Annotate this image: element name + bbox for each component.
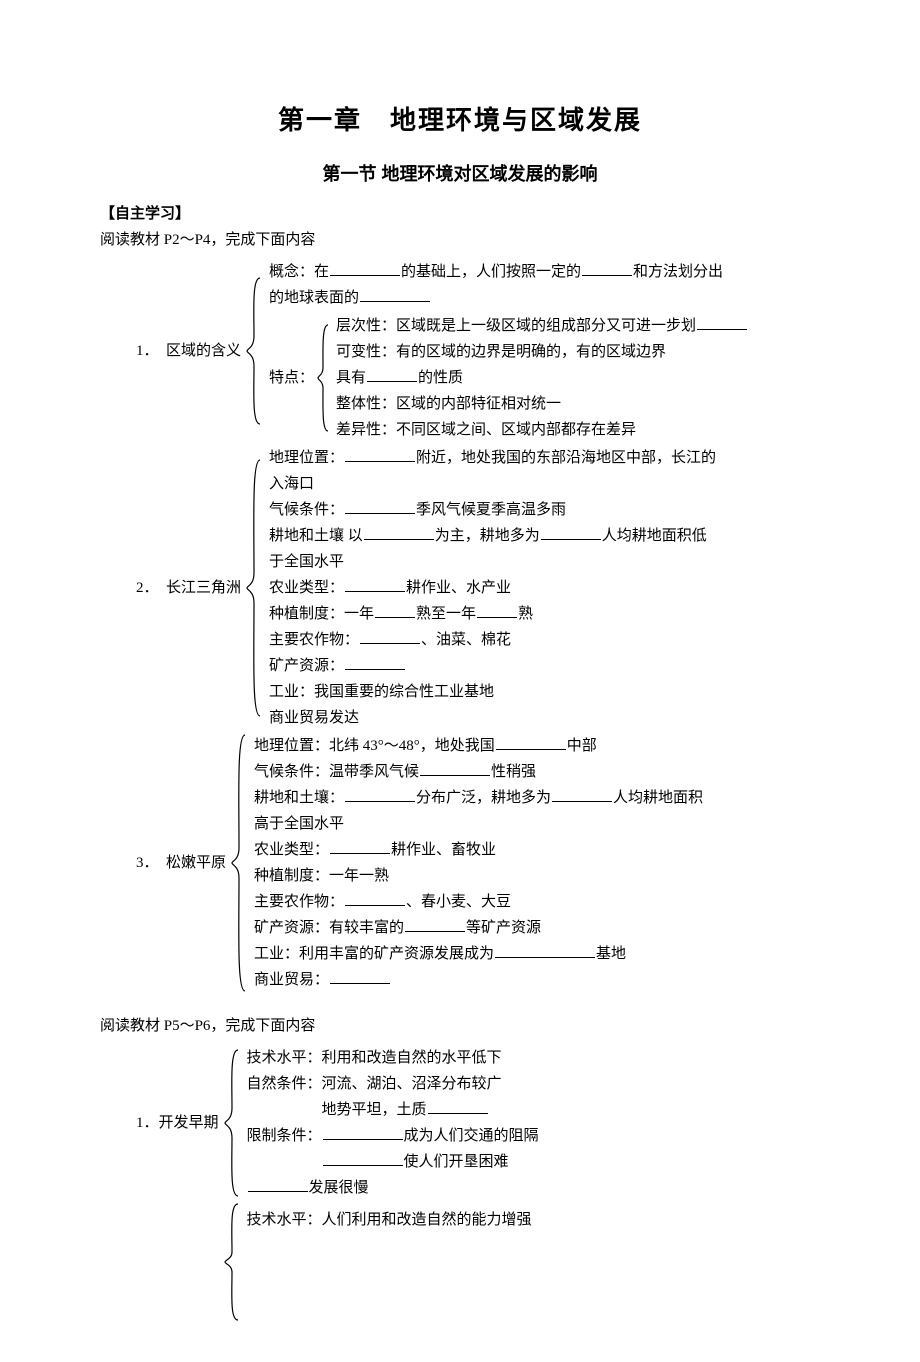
text-line: 主要农作物：、油菜、棉花 [269,628,820,652]
page: 第一章 地理环境与区域发展 第一节 地理环境对区域发展的影响 【自主学习】 阅读… [0,0,920,1362]
text-line: 概念：在的基础上，人们按照一定的和方法划分出 [269,260,820,284]
brace-icon [245,458,263,718]
outline-block-yangtze-delta: 2． 长江三角洲 地理位置：附近，地处我国的东部沿海地区中部，长江的 入海口 气… [100,444,820,732]
section-title: 第一节 地理环境对区域发展的影响 [100,160,820,189]
chapter-title: 第一章 地理环境与区域发展 [100,100,820,142]
text-line: 自然条件：河流、湖泊、沼泽分布较广 [247,1072,820,1096]
outline-block-songnen-plain: 3． 松嫩平原 地理位置：北纬 43°～48°，地处我国中部 气候条件：温带季风… [100,732,820,994]
text-line: 地理位置：北纬 43°～48°，地处我国中部 [254,734,820,758]
brace-icon [316,323,330,433]
outline-block-next-partial: 1．开发早期 技术水平：人们利用和改造自然的能力增强 [100,1202,820,1322]
text-line: 气候条件：季风气候夏季高温多雨 [269,498,820,522]
outline-label-1: 1． 区域的含义 [100,339,245,363]
text-line: 技术水平：人们利用和改造自然的能力增强 [247,1208,820,1232]
text-line: 发展很慢 [247,1176,820,1200]
text-line: 的地球表面的 [269,286,820,310]
outline-label-2: 2． 长江三角洲 [100,576,245,600]
nested-label: 特点： [269,366,316,390]
brace-icon [223,1048,241,1198]
outline-content-5: 技术水平：人们利用和改造自然的能力增强 [241,1202,820,1234]
outline-content-2: 地理位置：附近，地处我国的东部沿海地区中部，长江的 入海口 气候条件：季风气候夏… [263,444,820,732]
text-line: 气候条件：温带季风气候性稍强 [254,760,820,784]
text-line: 耕地和土壤 以为主，耕地多为人均耕地面积低 [269,524,820,548]
outline-block-early-develop: 1．开发早期 技术水平：利用和改造自然的水平低下 自然条件：河流、湖泊、沼泽分布… [100,1044,820,1202]
text-line: 可变性：有的区域的边界是明确的，有的区域边界 [336,340,820,364]
text-line: 整体性：区域的内部特征相对统一 [336,392,820,416]
text-line: 技术水平：利用和改造自然的水平低下 [247,1046,820,1070]
brace-icon [223,1202,241,1322]
brace-icon [230,733,248,993]
nested-block-traits: 特点： 层次性：区域既是上一级区域的组成部分又可进一步划 可变性：有的区域的边界… [269,312,820,444]
text-line: 种植制度：一年一熟 [254,864,820,888]
text-line: 商业贸易发达 [269,706,820,730]
text-line: 于全国水平 [269,550,820,574]
text-line: 工业：我国重要的综合性工业基地 [269,680,820,704]
outline-content-3: 地理位置：北纬 43°～48°，地处我国中部 气候条件：温带季风气候性稍强 耕地… [248,732,820,994]
text-line: 高于全国水平 [254,812,820,836]
text-line: 工业：利用丰富的矿产资源发展成为基地 [254,942,820,966]
text-line: 耕地和土壤：分布广泛，耕地多为人均耕地面积 [254,786,820,810]
study-header: 【自主学习】 [100,202,820,226]
nested-content: 层次性：区域既是上一级区域的组成部分又可进一步划 可变性：有的区域的边界是明确的… [330,312,820,444]
text-line: 农业类型：耕作业、水产业 [269,576,820,600]
text-line: 具有的性质 [336,366,820,390]
outline-content-1: 概念：在的基础上，人们按照一定的和方法划分出 的地球表面的 特点： 层次性：区域… [263,258,820,444]
text-line: 商业贸易： [254,968,820,992]
text-line: 层次性：区域既是上一级区域的组成部分又可进一步划 [336,314,820,338]
outline-block-region-meaning: 1． 区域的含义 概念：在的基础上，人们按照一定的和方法划分出 的地球表面的 特… [100,258,820,444]
outline-content-4: 技术水平：利用和改造自然的水平低下 自然条件：河流、湖泊、沼泽分布较广 地势平坦… [241,1044,820,1202]
brace-icon [245,276,263,426]
text-line: 使人们开垦困难 [247,1150,820,1174]
text-line: 主要农作物：、春小麦、大豆 [254,890,820,914]
reading-note-1: 阅读教材 P2～P4，完成下面内容 [100,228,820,252]
outline-label-3: 3． 松嫩平原 [100,851,230,875]
text-line: 矿产资源：有较丰富的等矿产资源 [254,916,820,940]
outline-label-4: 1．开发早期 [100,1111,223,1135]
text-line: 入海口 [269,472,820,496]
text-line: 地势平坦，土质 [247,1098,820,1122]
text-line: 农业类型：耕作业、畜牧业 [254,838,820,862]
text-line: 差异性：不同区域之间、区域内部都存在差异 [336,418,820,442]
reading-note-2: 阅读教材 P5～P6，完成下面内容 [100,1014,820,1038]
text-line: 限制条件：成为人们交通的阻隔 [247,1124,820,1148]
text-line: 矿产资源： [269,654,820,678]
text-line: 种植制度：一年熟至一年熟 [269,602,820,626]
text-line: 地理位置：附近，地处我国的东部沿海地区中部，长江的 [269,446,820,470]
